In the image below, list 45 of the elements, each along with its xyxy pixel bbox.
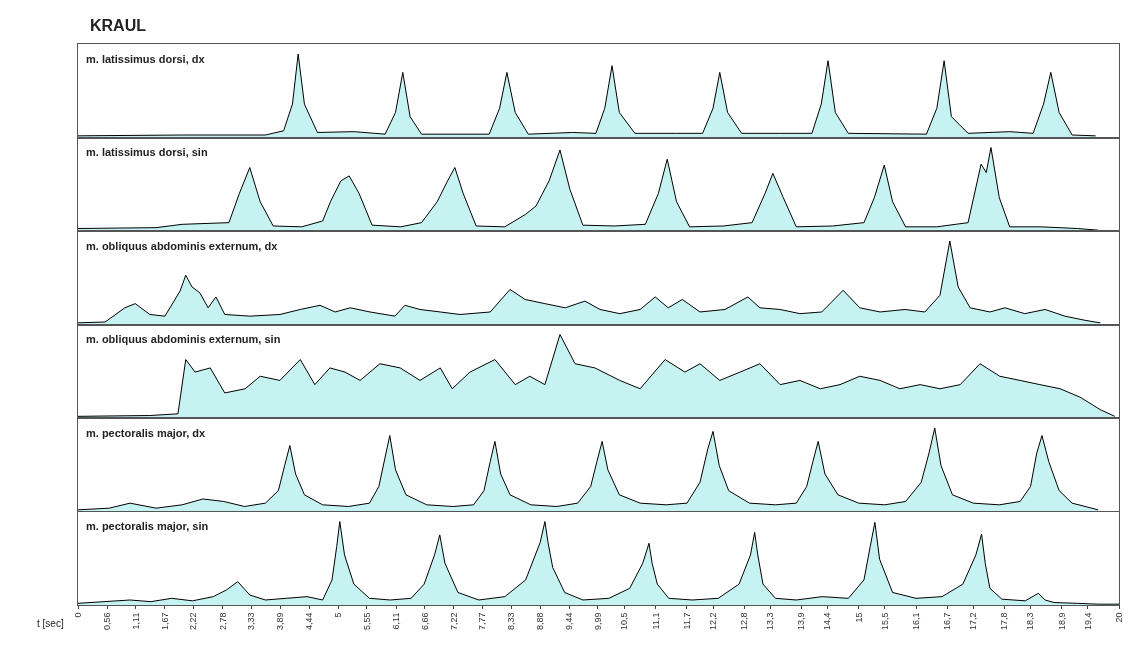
x-tick-label: 20 [1113, 612, 1124, 623]
x-tick-label: 16,1 [910, 612, 921, 631]
x-tick-label: 6,66 [419, 612, 430, 631]
x-tick-label: 4,44 [304, 612, 315, 631]
text: m. pectoralis major, sin [86, 520, 209, 532]
x-tick-label: 3,89 [275, 612, 286, 631]
x-tick-label: 11,1 [650, 612, 661, 630]
x-tick-label: 5,55 [361, 612, 372, 631]
x-tick-label: 5 [333, 612, 344, 618]
text: m. latissimus dorsi, dx [86, 53, 206, 65]
text: m. pectoralis major, dx [86, 427, 207, 439]
x-tick-label: 9,44 [564, 612, 575, 631]
x-tick-label: 8,33 [506, 612, 517, 631]
x-tick-label: 2,78 [217, 612, 228, 631]
x-tick-label: 1,67 [159, 612, 170, 631]
x-tick-label: 6,11 [390, 612, 401, 630]
x-tick-label: 8,88 [535, 612, 546, 631]
x-tick-label: 12,8 [739, 612, 750, 631]
text: m. obliquus abdominis externum, dx [86, 240, 279, 252]
x-tick-label: 9,99 [592, 612, 603, 631]
x-tick-label: 1,11 [130, 612, 141, 630]
x-tick-label: 15,5 [879, 612, 890, 631]
x-tick-label: 3,33 [246, 612, 257, 631]
x-tick-label: 2,22 [188, 612, 199, 631]
series-label: m. obliquus abdominis externum, sin [86, 333, 281, 345]
x-tick-label: 13,3 [765, 612, 776, 631]
text: m. latissimus dorsi, sin [86, 146, 208, 158]
chart-title: KRAUL [90, 17, 147, 34]
x-axis-title: t [sec] [37, 618, 64, 629]
x-tick-label: 10,5 [619, 612, 630, 631]
x-tick-label: 7,77 [477, 612, 488, 631]
x-tick-label: 17,8 [999, 612, 1010, 631]
x-tick-label: 14,4 [822, 612, 833, 631]
x-tick-label: 19,4 [1082, 612, 1093, 631]
x-tick-label: 0 [72, 612, 83, 618]
x-tick-label: 7,22 [448, 612, 459, 631]
x-tick-label: 13,9 [796, 612, 807, 631]
x-tick-label: 18,3 [1025, 612, 1036, 631]
x-tick-label: 17,2 [968, 612, 979, 631]
x-tick-label: 16,7 [942, 612, 953, 631]
x-tick-label: 0,56 [102, 612, 113, 631]
x-tick-label: 12,2 [707, 612, 718, 631]
x-tick-label: 15 [853, 612, 864, 623]
x-tick-label: 18,9 [1056, 612, 1067, 631]
x-tick-label: 11,7 [681, 612, 692, 630]
